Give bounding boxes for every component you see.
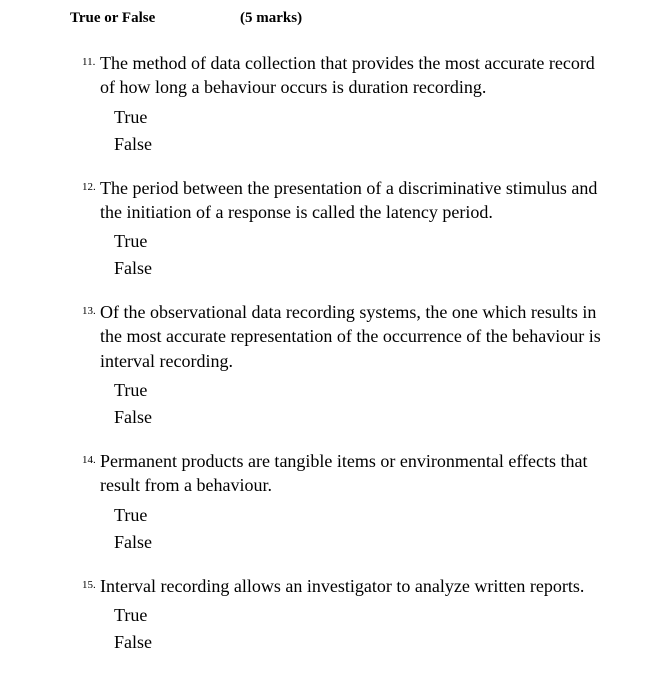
question-text: Permanent products are tangible items or… (100, 449, 614, 498)
option-true[interactable]: True (100, 104, 614, 131)
option-true[interactable]: True (100, 228, 614, 255)
option-false[interactable]: False (100, 404, 614, 431)
option-true[interactable]: True (100, 377, 614, 404)
option-false[interactable]: False (100, 529, 614, 556)
question-text: Of the observational data recording syst… (100, 300, 614, 373)
question-item: 13. Of the observational data recording … (100, 300, 614, 431)
option-false[interactable]: False (100, 629, 614, 656)
question-text: The method of data collection that provi… (100, 51, 614, 100)
option-true[interactable]: True (100, 602, 614, 629)
section-title: True or False (70, 10, 240, 27)
question-number: 14. (82, 454, 96, 466)
section-header: True or False (5 marks) (70, 10, 614, 27)
question-number: 12. (82, 181, 96, 193)
question-list: 11. The method of data collection that p… (70, 51, 614, 656)
question-text: The period between the presentation of a… (100, 176, 614, 225)
question-number: 15. (82, 579, 96, 591)
question-number: 11. (82, 56, 95, 68)
option-false[interactable]: False (100, 255, 614, 282)
section-marks: (5 marks) (240, 10, 302, 27)
question-item: 12. The period between the presentation … (100, 176, 614, 283)
option-false[interactable]: False (100, 131, 614, 158)
question-text: Interval recording allows an investigato… (100, 574, 614, 598)
question-item: 15. Interval recording allows an investi… (100, 574, 614, 656)
question-item: 14. Permanent products are tangible item… (100, 449, 614, 556)
question-number: 13. (82, 305, 96, 317)
question-item: 11. The method of data collection that p… (100, 51, 614, 158)
option-true[interactable]: True (100, 502, 614, 529)
